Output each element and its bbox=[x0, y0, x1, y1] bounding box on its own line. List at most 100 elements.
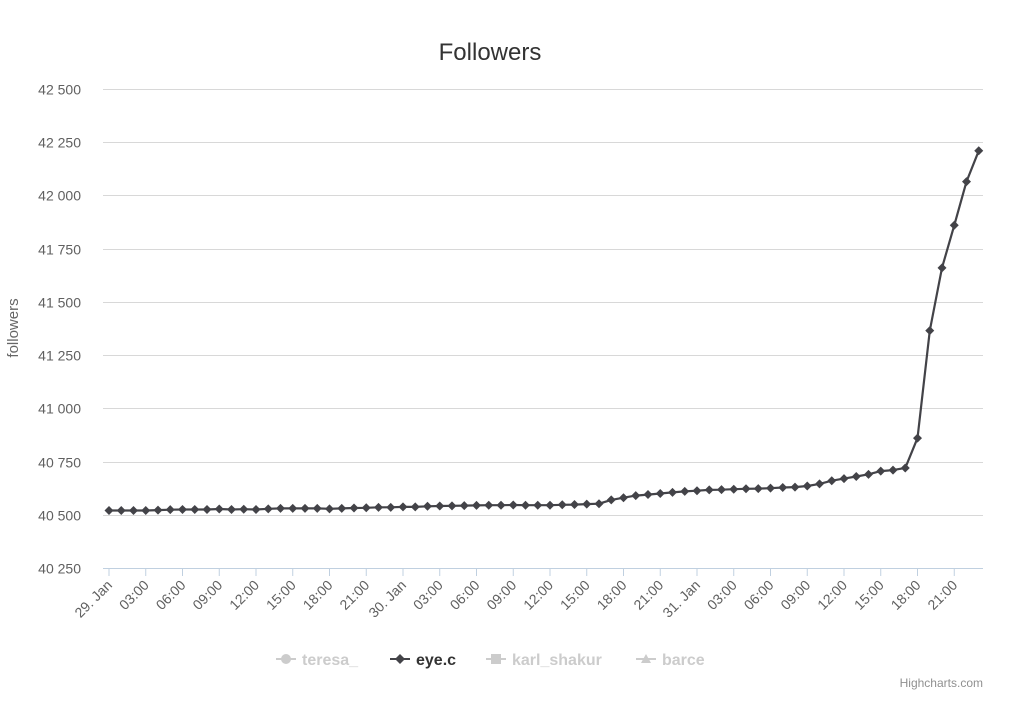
data-point-marker[interactable] bbox=[214, 504, 224, 514]
data-point-marker[interactable] bbox=[459, 501, 469, 511]
data-point-marker[interactable] bbox=[251, 504, 261, 514]
x-tick-label: 29. Jan bbox=[71, 577, 115, 621]
x-tick-label: 30. Jan bbox=[365, 577, 409, 621]
data-point-marker[interactable] bbox=[827, 476, 837, 486]
x-tick-label: 06:00 bbox=[447, 577, 483, 613]
data-point-marker[interactable] bbox=[239, 504, 249, 514]
legend-marker bbox=[395, 654, 405, 664]
data-point-marker[interactable] bbox=[606, 495, 616, 505]
data-point-marker[interactable] bbox=[913, 433, 922, 443]
data-point-marker[interactable] bbox=[631, 491, 641, 501]
legend-item-eye-c[interactable]: eye.c bbox=[390, 652, 456, 669]
data-point-marker[interactable] bbox=[643, 490, 653, 500]
data-point-marker[interactable] bbox=[925, 326, 935, 336]
data-point-marker[interactable] bbox=[410, 502, 420, 512]
series-eye-c[interactable] bbox=[104, 146, 984, 516]
data-point-marker[interactable] bbox=[766, 483, 775, 493]
legend-label: karl_shakur bbox=[512, 652, 602, 669]
data-point-marker[interactable] bbox=[937, 263, 947, 273]
data-point-marker[interactable] bbox=[312, 503, 322, 513]
data-point-marker[interactable] bbox=[484, 500, 494, 510]
data-point-marker[interactable] bbox=[325, 504, 334, 514]
data-point-marker[interactable] bbox=[153, 505, 163, 515]
legend-marker bbox=[491, 654, 501, 664]
data-point-marker[interactable] bbox=[668, 487, 677, 497]
x-tick-label: 03:00 bbox=[704, 577, 740, 613]
legend-marker bbox=[281, 654, 291, 664]
data-point-marker[interactable] bbox=[423, 501, 432, 511]
data-point-marker[interactable] bbox=[753, 484, 763, 494]
data-point-marker[interactable] bbox=[263, 504, 273, 514]
data-point-marker[interactable] bbox=[815, 479, 824, 489]
data-point-marker[interactable] bbox=[435, 501, 445, 511]
data-point-marker[interactable] bbox=[398, 502, 408, 512]
data-point-marker[interactable] bbox=[545, 500, 555, 510]
data-point-marker[interactable] bbox=[165, 505, 175, 515]
x-tick-label: 09:00 bbox=[483, 577, 519, 613]
data-point-marker[interactable] bbox=[962, 177, 971, 187]
data-point-marker[interactable] bbox=[361, 503, 371, 513]
series-line[interactable] bbox=[109, 150, 980, 512]
data-point-marker[interactable] bbox=[900, 463, 910, 473]
x-tick-label: 12:00 bbox=[520, 577, 556, 613]
data-point-marker[interactable] bbox=[876, 466, 886, 476]
x-tick-label: 03:00 bbox=[116, 577, 152, 613]
data-point-marker[interactable] bbox=[802, 481, 812, 491]
data-point-marker[interactable] bbox=[227, 504, 236, 514]
data-point-marker[interactable] bbox=[496, 500, 506, 510]
data-point-marker[interactable] bbox=[655, 488, 665, 498]
data-point-marker[interactable] bbox=[386, 502, 396, 512]
data-point-marker[interactable] bbox=[582, 499, 592, 509]
x-tick-label: 31. Jan bbox=[659, 577, 703, 621]
data-point-marker[interactable] bbox=[178, 504, 187, 514]
x-tick-label: 18:00 bbox=[594, 577, 630, 613]
data-point-marker[interactable] bbox=[472, 500, 481, 510]
data-point-marker[interactable] bbox=[851, 471, 861, 481]
data-point-marker[interactable] bbox=[888, 465, 898, 475]
data-point-marker[interactable] bbox=[949, 220, 959, 230]
data-point-marker[interactable] bbox=[374, 502, 383, 512]
data-point-marker[interactable] bbox=[974, 146, 984, 156]
legend-item-karl-shakur[interactable]: karl_shakur bbox=[486, 652, 602, 669]
data-point-marker[interactable] bbox=[570, 500, 579, 510]
x-tick-label: 06:00 bbox=[153, 577, 189, 613]
data-point-marker[interactable] bbox=[276, 503, 285, 513]
data-point-marker[interactable] bbox=[594, 499, 604, 509]
data-point-marker[interactable] bbox=[300, 503, 310, 513]
data-point-marker[interactable] bbox=[619, 493, 628, 503]
credits-link[interactable]: Highcharts.com bbox=[900, 676, 983, 690]
data-point-marker[interactable] bbox=[288, 503, 298, 513]
data-point-marker[interactable] bbox=[141, 506, 151, 516]
data-point-marker[interactable] bbox=[508, 500, 518, 510]
data-point-marker[interactable] bbox=[129, 506, 138, 516]
data-point-marker[interactable] bbox=[741, 484, 751, 494]
data-point-marker[interactable] bbox=[704, 485, 714, 495]
data-point-marker[interactable] bbox=[116, 506, 126, 516]
data-point-marker[interactable] bbox=[349, 503, 359, 513]
data-point-marker[interactable] bbox=[864, 469, 873, 479]
x-tick-label: 15:00 bbox=[851, 577, 887, 613]
data-point-marker[interactable] bbox=[104, 506, 114, 516]
data-point-marker[interactable] bbox=[202, 504, 212, 514]
y-tick-label: 40 250 bbox=[38, 561, 81, 577]
data-point-marker[interactable] bbox=[778, 483, 788, 493]
legend-marker bbox=[641, 654, 651, 663]
legend-item-teresa[interactable]: teresa_ bbox=[276, 652, 359, 669]
data-point-marker[interactable] bbox=[337, 503, 347, 513]
data-point-marker[interactable] bbox=[692, 486, 702, 496]
data-point-marker[interactable] bbox=[839, 474, 849, 484]
data-point-marker[interactable] bbox=[533, 500, 543, 510]
legend-item-barce[interactable]: barce bbox=[636, 652, 705, 669]
data-point-marker[interactable] bbox=[447, 501, 457, 511]
data-point-marker[interactable] bbox=[557, 500, 567, 510]
y-tick-label: 41 250 bbox=[38, 348, 81, 364]
y-tick-label: 42 000 bbox=[38, 188, 81, 204]
data-point-marker[interactable] bbox=[729, 484, 739, 494]
data-point-marker[interactable] bbox=[680, 486, 690, 496]
data-point-marker[interactable] bbox=[521, 500, 530, 510]
grid-lines bbox=[103, 89, 983, 516]
x-tick-label: 18:00 bbox=[300, 577, 336, 613]
data-point-marker[interactable] bbox=[190, 504, 200, 514]
data-point-marker[interactable] bbox=[790, 482, 800, 492]
data-point-marker[interactable] bbox=[717, 485, 726, 495]
